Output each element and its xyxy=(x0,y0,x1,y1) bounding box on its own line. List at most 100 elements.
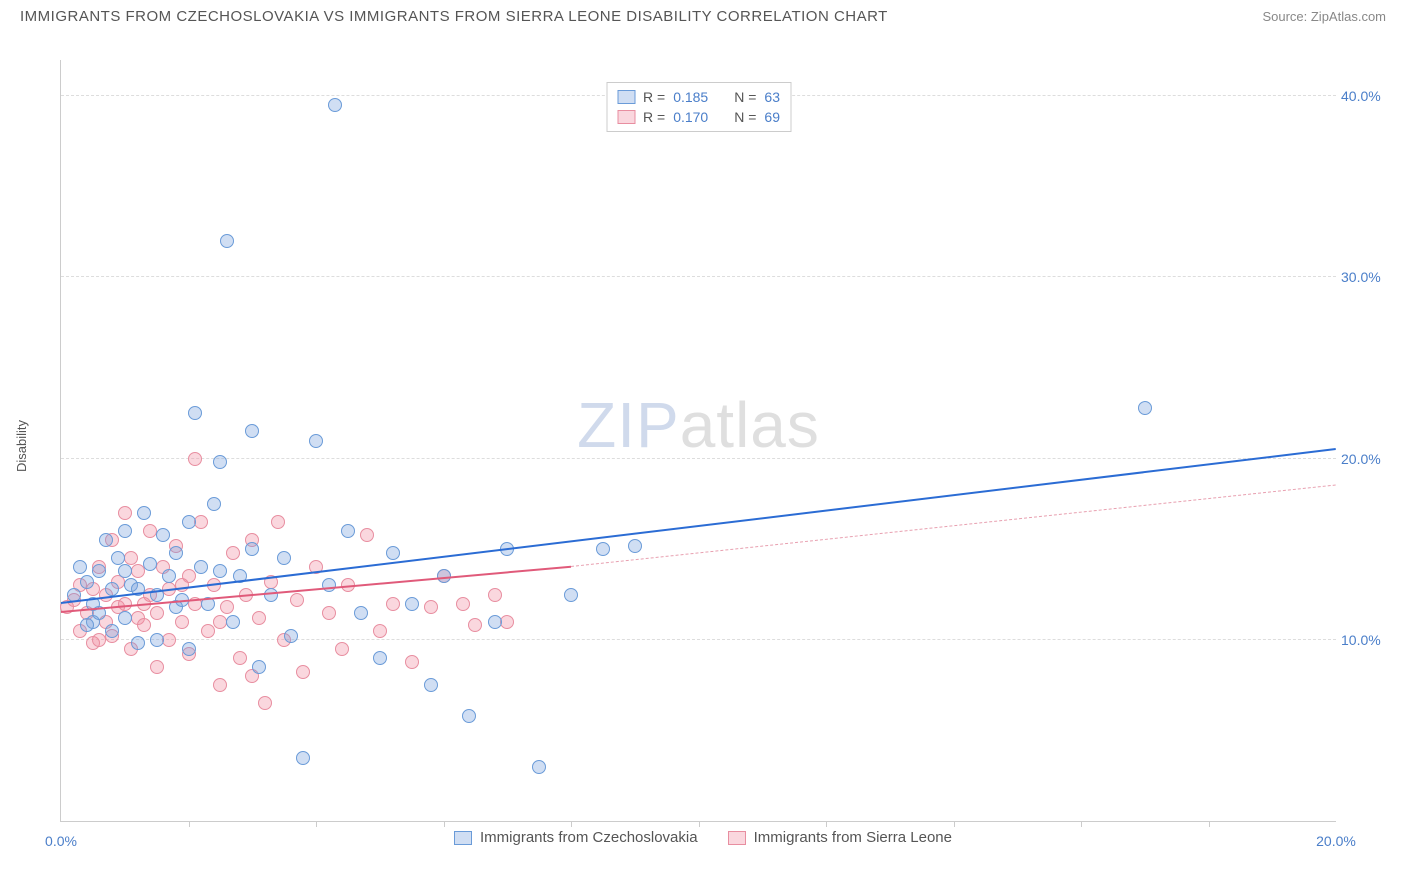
watermark: ZIPatlas xyxy=(577,388,820,462)
series-a-label: Immigrants from Czechoslovakia xyxy=(480,829,698,846)
data-point-a xyxy=(564,588,578,602)
data-point-b xyxy=(92,633,106,647)
n-label-b: N = xyxy=(734,109,756,125)
data-point-a xyxy=(277,551,291,565)
watermark-part1: ZIP xyxy=(577,389,680,461)
y-axis-label: Disability xyxy=(14,420,29,472)
data-point-b xyxy=(258,696,272,710)
watermark-part2: atlas xyxy=(680,389,820,461)
data-point-a xyxy=(182,515,196,529)
data-point-a xyxy=(245,542,259,556)
data-point-a xyxy=(118,564,132,578)
swatch-b2 xyxy=(728,831,746,845)
data-point-a xyxy=(245,424,259,438)
data-point-a xyxy=(80,618,94,632)
legend-item-b: Immigrants from Sierra Leone xyxy=(728,829,952,846)
trendline-a xyxy=(61,448,1336,604)
data-point-a xyxy=(169,546,183,560)
data-point-b xyxy=(175,578,189,592)
data-point-a xyxy=(322,578,336,592)
plot-area: ZIPatlas R = 0.185 N = 63 R = 0.170 N = … xyxy=(60,60,1336,822)
data-point-a xyxy=(373,651,387,665)
xtick-mark xyxy=(826,821,827,827)
data-point-b xyxy=(226,546,240,560)
data-point-b xyxy=(194,515,208,529)
data-point-a xyxy=(137,506,151,520)
ytick-label: 30.0% xyxy=(1341,269,1386,285)
data-point-a xyxy=(188,406,202,420)
data-point-a xyxy=(162,569,176,583)
data-point-a xyxy=(488,615,502,629)
r-value-a: 0.185 xyxy=(673,89,708,105)
series-legend: Immigrants from Czechoslovakia Immigrant… xyxy=(20,829,1386,846)
data-point-a xyxy=(284,629,298,643)
swatch-b xyxy=(617,110,635,124)
data-point-b xyxy=(233,651,247,665)
data-point-b xyxy=(488,588,502,602)
data-point-b xyxy=(201,624,215,638)
data-point-b xyxy=(296,665,310,679)
data-point-b xyxy=(131,564,145,578)
data-point-b xyxy=(322,606,336,620)
gridline-h xyxy=(61,639,1336,640)
data-point-a xyxy=(131,636,145,650)
gridline-h xyxy=(61,276,1336,277)
data-point-b xyxy=(137,618,151,632)
swatch-a2 xyxy=(454,831,472,845)
data-point-a xyxy=(424,678,438,692)
xtick-mark xyxy=(571,821,572,827)
data-point-b xyxy=(213,678,227,692)
data-point-a xyxy=(118,524,132,538)
data-point-a xyxy=(628,539,642,553)
data-point-a xyxy=(596,542,610,556)
n-label-a: N = xyxy=(734,89,756,105)
data-point-b xyxy=(373,624,387,638)
n-value-a: 63 xyxy=(764,89,780,105)
xtick-mark xyxy=(444,821,445,827)
legend-item-a: Immigrants from Czechoslovakia xyxy=(454,829,698,846)
data-point-a xyxy=(207,497,221,511)
data-point-a xyxy=(220,234,234,248)
data-point-b xyxy=(468,618,482,632)
data-point-b xyxy=(386,597,400,611)
data-point-a xyxy=(296,751,310,765)
data-point-a xyxy=(105,582,119,596)
data-point-a xyxy=(405,597,419,611)
data-point-a xyxy=(386,546,400,560)
data-point-b xyxy=(188,452,202,466)
swatch-a xyxy=(617,90,635,104)
data-point-a xyxy=(213,564,227,578)
data-point-a xyxy=(105,624,119,638)
data-point-b xyxy=(252,611,266,625)
data-point-a xyxy=(80,575,94,589)
source-attribution: Source: ZipAtlas.com xyxy=(1262,9,1386,24)
data-point-b xyxy=(175,615,189,629)
data-point-a xyxy=(156,528,170,542)
data-point-b xyxy=(500,615,514,629)
data-point-b xyxy=(360,528,374,542)
data-point-a xyxy=(99,533,113,547)
xtick-mark xyxy=(316,821,317,827)
data-point-a xyxy=(213,455,227,469)
ytick-label: 10.0% xyxy=(1341,632,1386,648)
data-point-b xyxy=(118,506,132,520)
data-point-b xyxy=(335,642,349,656)
ytick-label: 40.0% xyxy=(1341,88,1386,104)
data-point-b xyxy=(271,515,285,529)
data-point-a xyxy=(462,709,476,723)
data-point-a xyxy=(118,611,132,625)
data-point-a xyxy=(1138,401,1152,415)
xtick-mark xyxy=(1081,821,1082,827)
chart-container: Disability ZIPatlas R = 0.185 N = 63 R =… xyxy=(20,40,1386,852)
data-point-a xyxy=(143,557,157,571)
data-point-a xyxy=(309,434,323,448)
data-point-a xyxy=(341,524,355,538)
data-point-a xyxy=(194,560,208,574)
ytick-label: 20.0% xyxy=(1341,451,1386,467)
series-b-label: Immigrants from Sierra Leone xyxy=(754,829,952,846)
chart-title: IMMIGRANTS FROM CZECHOSLOVAKIA VS IMMIGR… xyxy=(20,8,888,25)
data-point-b xyxy=(150,606,164,620)
data-point-a xyxy=(92,564,106,578)
data-point-a xyxy=(354,606,368,620)
data-point-b xyxy=(220,600,234,614)
